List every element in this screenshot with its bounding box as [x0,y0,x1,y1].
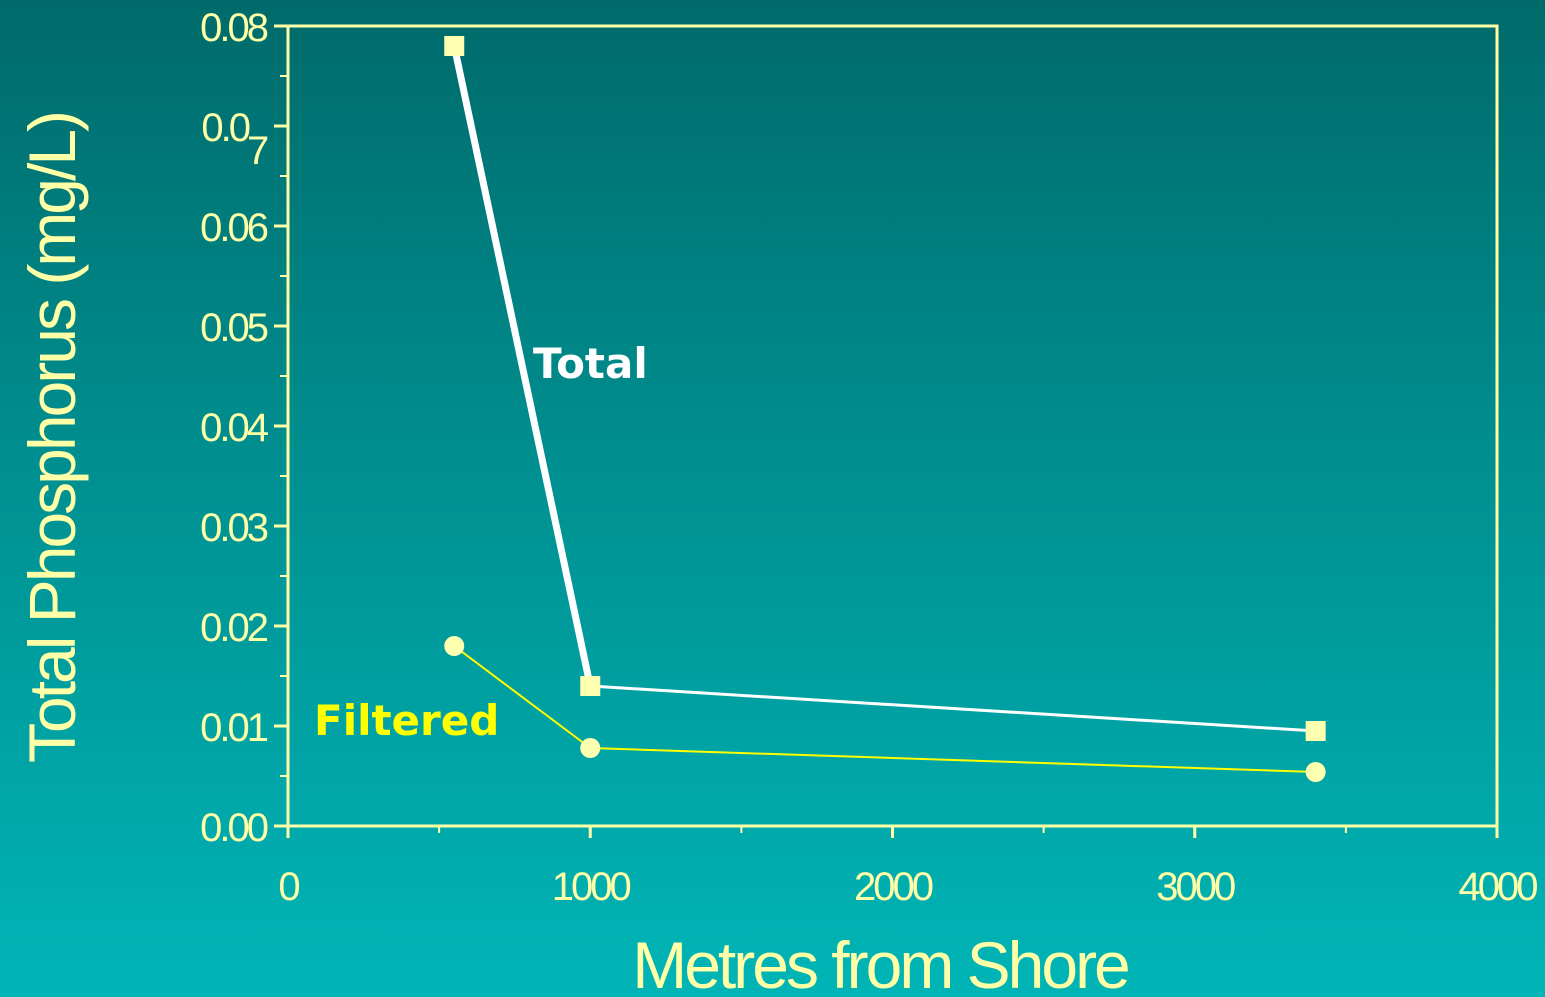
data-point-square [580,676,601,696]
series-label-filtered: Filtered [314,696,499,745]
y-tick-label-1: 0.01 [200,706,268,750]
y-tick-label-2: 0.02 [200,606,268,650]
y-axis-title: Total Phosphorus (mg/L) [15,113,89,763]
series-filtered [444,636,1326,782]
x-tick-label-2: 2000 [854,865,933,909]
x-tick-label-4: 4000 [1459,865,1538,909]
y-tick-label-6: 0.06 [200,206,268,250]
data-point-square [444,36,465,56]
data-point-circle [1305,762,1326,782]
data-point-circle [580,738,601,758]
x-tick-label-3: 3000 [1156,865,1235,909]
y-axis: 0.00 0.01 0.02 0.03 0.04 0.05 0.06 0.07 0.08 [200,6,288,850]
series-segment [450,42,594,690]
x-tick-label-0: 0 [278,865,299,909]
y-tick-label-0: 0.00 [200,806,268,850]
series-segment [589,747,1317,773]
series-segment [453,645,592,749]
x-axis-title: Metres from Shore [632,928,1128,997]
y-tick-label-3: 0.03 [200,506,268,550]
y-tick-label-8: 0.08 [200,6,268,50]
series-segment [588,684,1318,733]
x-axis: 0 1000 2000 3000 4000 [278,826,1540,909]
y-tick-label-sub-7: 7 [247,129,268,173]
series-label-total: Total [533,339,648,388]
y-tick-label-4: 0.04 [200,406,269,450]
data-point-circle [444,636,465,656]
y-tick-label-7: 0.0 [201,106,249,150]
data-point-square [1305,721,1326,741]
y-tick-label-5: 0.05 [200,306,268,350]
series-layer [444,36,1326,782]
x-tick-label-1: 1000 [552,865,631,909]
series-total [444,36,1326,741]
